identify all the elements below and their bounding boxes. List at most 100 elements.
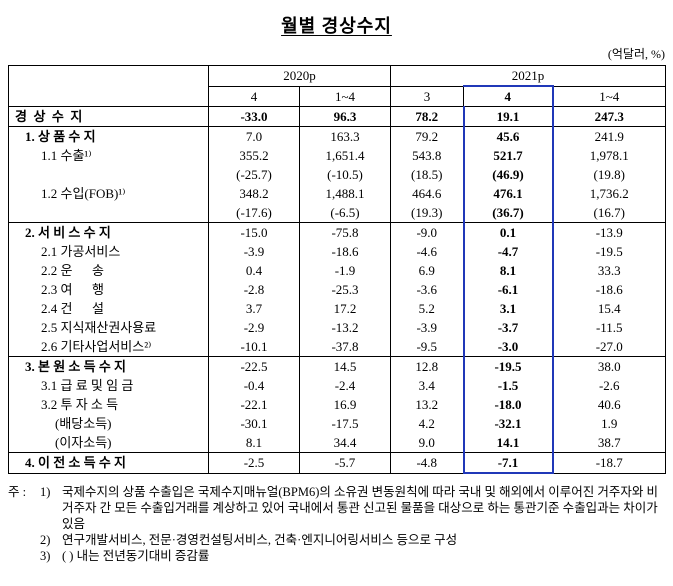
table-row: (배당소득) -30.1 -17.5 4.2 -32.1 1.9 (9, 414, 666, 433)
table-row: (-17.6) (-6.5) (19.3) (36.7) (16.7) (8, 203, 666, 223)
footnote-3-text: ( ) 내는 전년동기대비 증감률 (62, 549, 210, 563)
value-cell: (18.5) (390, 165, 464, 184)
value-cell: (-6.5) (299, 203, 391, 223)
value-cell: -2.9 (208, 318, 300, 337)
value-cell: (-25.7) (208, 165, 300, 184)
value-cell: -2.6 (551, 376, 666, 395)
row-label: (이자소득) (8, 433, 209, 453)
table-row: 2.6 기타사업서비스²⁾ -10.1 -37.8 -9.5 -3.0 -27.0 (8, 337, 666, 357)
table-row: 3. 본 원 소 득 수 지 -22.5 14.5 12.8 -19.5 38.0 (9, 356, 666, 376)
value-cell: -13.2 (299, 318, 391, 337)
value-cell: -25.3 (299, 280, 391, 299)
value-cell: 3.1 (462, 299, 554, 318)
value-cell: -22.5 (208, 356, 300, 376)
value-cell: 543.8 (390, 146, 464, 165)
value-cell: 96.3 (299, 106, 391, 127)
table-row: 2.1 가공서비스 -3.9 -18.6 -4.6 -4.7 -19.5 (9, 242, 666, 261)
value-cell: -17.5 (299, 414, 391, 433)
col-header-2020-1to4: 1~4 (299, 86, 391, 107)
row-label (8, 203, 209, 223)
row-label: 1. 상 품 수 지 (25, 129, 96, 144)
footnote-2: 2) 연구개발서비스, 전문·경영컨설팅서비스, 건축·엔지니어링서비스 등으로… (40, 532, 665, 548)
footnote-1-num: 1) (40, 485, 51, 499)
value-cell: 348.2 (208, 184, 300, 203)
value-cell: -1.9 (299, 261, 391, 280)
value-cell: -2.4 (299, 376, 391, 395)
value-cell: -19.5 (551, 242, 666, 261)
value-cell: -15.0 (208, 222, 300, 242)
value-cell: 45.6 (462, 126, 554, 146)
footnote-prefix: 주 : (8, 485, 27, 499)
row-label: 2.1 가공서비스 (41, 244, 121, 259)
table-row: 1.1 수출¹⁾ 355.2 1,651.4 543.8 521.7 1,978.1 (9, 146, 666, 165)
row-label: 3.2 투 자 소 득 (41, 397, 119, 412)
row-label: 2.3 여 행 (41, 282, 104, 297)
report-page: 월별 경상수지 (억달러, %) 2020p 2021p 4 1~4 3 4 1… (8, 16, 667, 564)
table-row: 1.2 수입(FOB)¹⁾ 348.2 1,488.1 464.6 476.1 1,736… (9, 184, 666, 203)
value-cell: -9.0 (390, 222, 464, 242)
value-cell: 16.9 (299, 395, 391, 414)
value-cell: 17.2 (299, 299, 391, 318)
value-cell: 355.2 (208, 146, 300, 165)
value-cell: 13.2 (390, 395, 464, 414)
value-cell: 40.6 (551, 395, 666, 414)
value-cell: -30.1 (208, 414, 300, 433)
footnote-3-num: 3) (40, 549, 51, 563)
value-cell: 8.1 (462, 261, 554, 280)
value-cell: 476.1 (462, 184, 554, 203)
value-cell: 7.0 (208, 126, 300, 146)
col-group-2020p: 2020p (208, 65, 391, 87)
value-cell: -3.9 (390, 318, 464, 337)
value-cell: -9.5 (390, 337, 464, 357)
table-row: 4. 이 전 소 득 수 지 -2.5 -5.7 -4.8 -7.1 -18.7 (9, 452, 666, 474)
table-row: 3.1 급 료 및 임 금 -0.4 -2.4 3.4 -1.5 -2.6 (9, 376, 666, 395)
table-row: 2.2 운 송 0.4 -1.9 6.9 8.1 33.3 (9, 261, 666, 280)
value-cell: 1,736.2 (551, 184, 666, 203)
value-cell: -11.5 (551, 318, 666, 337)
row-label: 2.2 운 송 (41, 263, 104, 278)
value-cell: 38.0 (551, 356, 666, 376)
value-cell: -75.8 (299, 222, 391, 242)
value-cell: -1.5 (462, 376, 554, 395)
value-cell: -10.1 (208, 337, 300, 357)
table-row: 2. 서 비 스 수 지 -15.0 -75.8 -9.0 0.1 -13.9 (9, 222, 666, 242)
value-cell: -6.1 (462, 280, 554, 299)
value-cell: 6.9 (390, 261, 464, 280)
value-cell: 521.7 (462, 146, 554, 165)
table-row: 3.2 투 자 소 득 -22.1 16.9 13.2 -18.0 40.6 (9, 395, 666, 414)
value-cell: -3.6 (390, 280, 464, 299)
value-cell: 78.2 (390, 106, 464, 127)
value-cell: -2.8 (208, 280, 300, 299)
table-row: 2.3 여 행 -2.8 -25.3 -3.6 -6.1 -18.6 (9, 280, 666, 299)
value-cell: 19.1 (462, 106, 554, 127)
value-cell: -4.7 (462, 242, 554, 261)
value-cell: (46.9) (462, 165, 554, 184)
value-cell: 12.8 (390, 356, 464, 376)
table-row: 2.5 지식재산권사용료 -2.9 -13.2 -3.9 -3.7 -11.5 (9, 318, 666, 337)
value-cell: 464.6 (390, 184, 464, 203)
value-cell: (19.8) (551, 165, 666, 184)
value-cell: -4.8 (390, 452, 464, 473)
value-cell: -32.1 (462, 414, 554, 433)
footnote-3: 3) ( ) 내는 전년동기대비 증감률 (40, 548, 665, 564)
value-cell: -5.7 (299, 452, 391, 473)
value-cell: -19.5 (462, 356, 554, 376)
row-label: 4. 이 전 소 득 수 지 (25, 455, 127, 471)
table-row: 2.4 건 설 3.7 17.2 5.2 3.1 15.4 (9, 299, 666, 318)
table-row: (-25.7) (-10.5) (18.5) (46.9) (19.8) (9, 165, 666, 184)
value-cell: 15.4 (551, 299, 666, 318)
value-cell: -13.9 (551, 222, 666, 242)
sub-header-row: 4 1~4 3 4 1~4 (9, 85, 666, 107)
footnote-1-text: 국제수지의 상품 수출입은 국제수지매뉴얼(BPM6)의 소유권 변동원칙에 따… (62, 485, 658, 531)
value-cell: (16.7) (551, 203, 666, 223)
row-label (9, 165, 209, 184)
value-cell: 247.3 (551, 106, 666, 127)
table-body: 경 상 수 지 -33.0 96.3 78.2 19.1 247.3 1. 상 품 수 지 7… (8, 106, 666, 474)
value-cell: (-10.5) (299, 165, 391, 184)
value-cell: 3.7 (208, 299, 300, 318)
value-cell: -33.0 (208, 106, 300, 127)
value-cell: -3.9 (208, 242, 300, 261)
value-cell: -0.4 (208, 376, 300, 395)
table-row: (이자소득) 8.1 34.4 9.0 14.1 38.7 (8, 433, 666, 453)
value-cell: 1,488.1 (299, 184, 391, 203)
